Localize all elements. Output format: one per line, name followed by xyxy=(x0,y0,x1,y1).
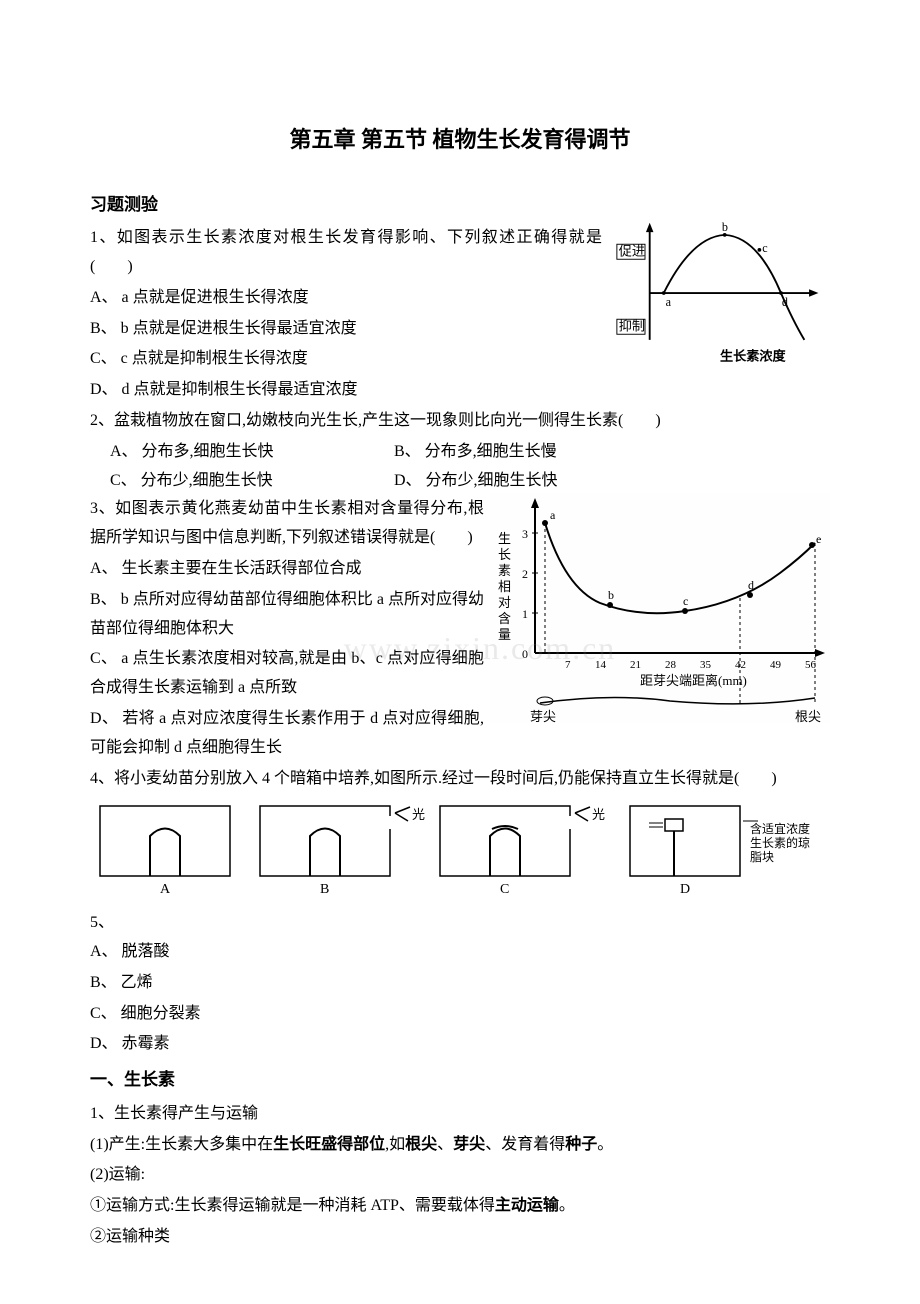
fig1-promote-label: 促进 xyxy=(619,244,645,259)
topic1-header: 一、生长素 xyxy=(90,1065,830,1096)
q5-D: D、 赤霉素 xyxy=(90,1030,830,1059)
svg-text:量: 量 xyxy=(498,627,511,642)
figure-2-distance-curve: 0 1 2 3 生 长 素 相 对 含 量 7 14 21 28 35 42 4… xyxy=(490,493,830,734)
svg-text:21: 21 xyxy=(630,659,641,671)
t1-1-1: (1)产生:生长素大多集中在生长旺盛得部位,如根尖、芽尖、发育着得种子。 xyxy=(90,1131,830,1160)
fig2-xlabel: 距芽尖端距离(mm) xyxy=(640,673,747,688)
q2-stem-a: 2、盆栽植物放在窗口,幼嫩枝向光生长,产生这一现象 xyxy=(90,412,458,429)
svg-text:相: 相 xyxy=(498,579,511,594)
page-title: 第五章 第五节 植物生长发育得调节 xyxy=(90,120,830,160)
svg-text:光: 光 xyxy=(412,807,425,822)
svg-text:D: D xyxy=(680,882,690,896)
svg-text:a: a xyxy=(666,295,672,309)
t1-1-2-1c: 。 xyxy=(559,1197,575,1214)
t1-1-1e: 、 xyxy=(437,1136,453,1153)
fig2-foot-right: 根尖 xyxy=(795,709,821,723)
t1-1-1a: (1)产生:生长素大多集中在 xyxy=(90,1136,273,1153)
t1-1-1g: 、发育着得 xyxy=(485,1136,565,1153)
svg-text:c: c xyxy=(683,594,688,608)
q5-B: B、 乙烯 xyxy=(90,969,830,998)
q2-A: A、 分布多,细胞生长快 xyxy=(110,438,390,467)
q2-row1: A、 分布多,细胞生长快 B、 分布多,细胞生长慢 xyxy=(90,438,830,467)
q1-D: D、 d 点就是抑制根生长得最适宜浓度 xyxy=(90,376,830,405)
q2-D: D、 分布少,细胞生长快 xyxy=(394,467,558,496)
t1-1-1d: 根尖 xyxy=(405,1136,437,1153)
svg-text:B: B xyxy=(320,882,329,896)
svg-text:b: b xyxy=(608,588,614,602)
q2-B: B、 分布多,细胞生长慢 xyxy=(394,438,557,467)
svg-text:2: 2 xyxy=(522,567,528,581)
quiz-header: 习题测验 xyxy=(90,190,830,221)
svg-text:14: 14 xyxy=(595,659,607,671)
fig1-inhibit-label: 抑制 xyxy=(619,319,645,334)
t1-1-1i: 。 xyxy=(597,1136,613,1153)
q5-A: A、 脱落酸 xyxy=(90,938,830,967)
svg-text:b: b xyxy=(722,220,728,234)
t1-1-1h: 种子 xyxy=(565,1136,597,1153)
svg-text:素: 素 xyxy=(498,563,511,578)
svg-text:d: d xyxy=(782,295,788,309)
t1-1-1f: 芽尖 xyxy=(453,1136,485,1153)
q2-stem-b: 则比向光一侧得生长素( ) xyxy=(458,412,661,429)
q2-C: C、 分布少,细胞生长快 xyxy=(110,467,390,496)
svg-text:49: 49 xyxy=(770,659,782,671)
svg-text:35: 35 xyxy=(700,659,712,671)
svg-text:C: C xyxy=(500,882,509,896)
fig3-side3: 脂块 xyxy=(750,849,774,864)
svg-text:1: 1 xyxy=(522,607,528,621)
fig3-side2: 生长素的琼 xyxy=(750,835,810,850)
q2-stem: 2、盆栽植物放在窗口,幼嫩枝向光生长,产生这一现象则比向光一侧得生长素( ) xyxy=(90,407,830,436)
svg-text:含: 含 xyxy=(498,611,511,626)
q5-stem: 5、 xyxy=(90,914,114,931)
svg-text:d: d xyxy=(748,578,754,592)
svg-text:光: 光 xyxy=(592,807,605,822)
q2-row2: C、 分布少,细胞生长快 D、 分布少,细胞生长快 xyxy=(90,467,830,496)
svg-text:c: c xyxy=(762,241,768,255)
figure-3-boxes: A B 光 C 光 D 含适宜浓度 生长素的琼 脂块 xyxy=(90,801,830,907)
fig1-axis-label: 生长素浓度 xyxy=(720,348,786,364)
figure-1-auxin-curve: 促进 抑制 a b c d 生长素浓度 xyxy=(610,218,830,368)
svg-text:a: a xyxy=(550,508,556,522)
fig2-ylabel: 生 xyxy=(498,531,511,546)
t1-1: 1、生长素得产生与运输 xyxy=(90,1100,830,1129)
svg-text:28: 28 xyxy=(665,659,677,671)
svg-text:0: 0 xyxy=(522,647,528,661)
svg-text:3: 3 xyxy=(522,527,528,541)
q4-stem: 4、将小麦幼苗分别放入 4 个暗箱中培养,如图所示.经过一段时间后,仍能保持直立… xyxy=(90,765,830,794)
t1-1-2-2: ②运输种类 xyxy=(90,1223,830,1252)
svg-text:7: 7 xyxy=(565,659,571,671)
svg-text:A: A xyxy=(160,882,171,896)
svg-text:对: 对 xyxy=(498,595,511,610)
t1-1-2: (2)运输: xyxy=(90,1161,830,1190)
svg-text:e: e xyxy=(816,532,821,546)
t1-1-1c: ,如 xyxy=(385,1136,405,1153)
t1-1-2-1a: ①运输方式:生长素得运输就是一种消耗 ATP、需要载体得 xyxy=(90,1197,495,1214)
t1-1-2-1b: 主动运输 xyxy=(495,1197,559,1214)
t1-1-1b: 生长旺盛得部位 xyxy=(273,1136,385,1153)
fig2-foot-left: 芽尖 xyxy=(530,709,556,723)
t1-1-2-1: ①运输方式:生长素得运输就是一种消耗 ATP、需要载体得主动运输。 xyxy=(90,1192,830,1221)
q5-C: C、 细胞分裂素 xyxy=(90,1000,830,1029)
svg-text:长: 长 xyxy=(498,547,511,562)
fig3-side1: 含适宜浓度 xyxy=(750,821,810,836)
